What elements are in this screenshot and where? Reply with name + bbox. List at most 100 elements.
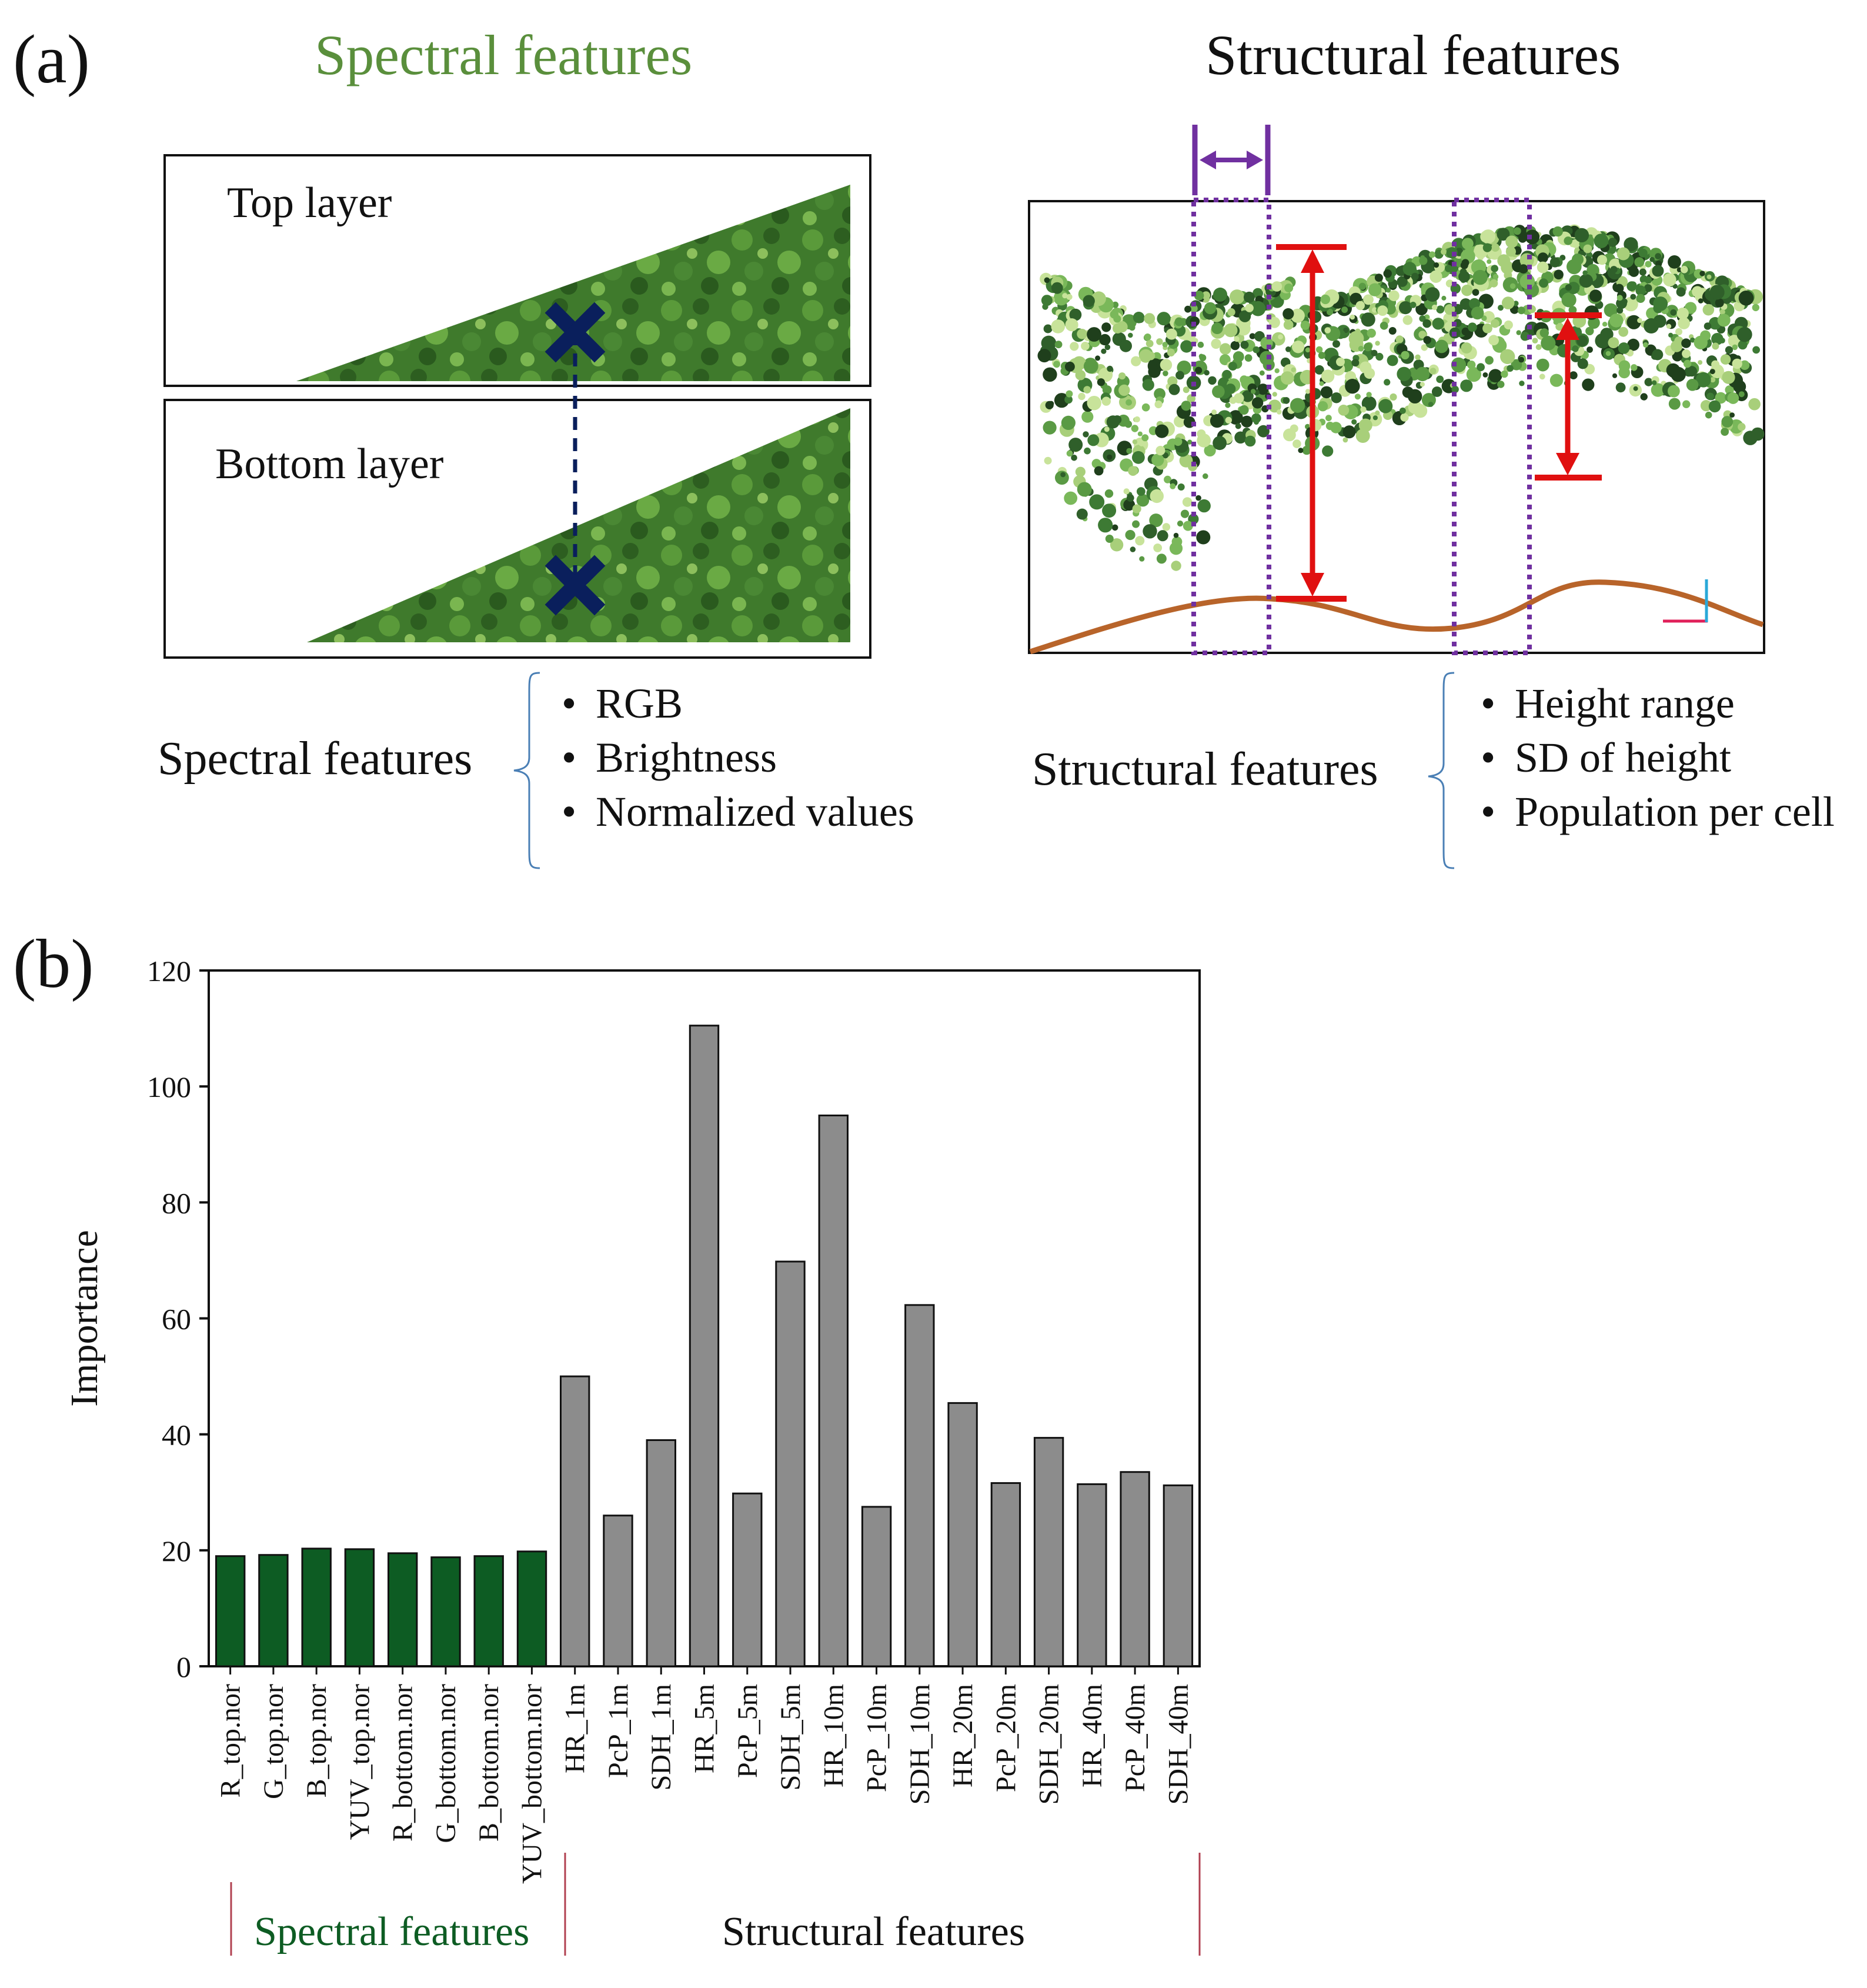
point-cloud-point [1196,530,1211,545]
point-cloud-point [1320,386,1333,399]
point-cloud-point [1083,295,1095,307]
point-cloud-point [1652,380,1657,385]
point-cloud-point [1462,238,1474,250]
point-cloud-point [1225,416,1232,424]
point-cloud-point [1608,337,1619,349]
x-tick-label: SDH_1m [646,1684,677,1790]
point-cloud-point [1597,255,1607,265]
point-cloud-point [1709,369,1715,375]
point-cloud-point [1487,259,1492,264]
point-cloud-point [1271,281,1282,292]
point-cloud-point [1142,379,1154,391]
point-cloud-point [1280,371,1294,385]
point-cloud-point [1066,450,1073,457]
point-cloud-point [1169,542,1183,555]
point-cloud-point [1670,309,1677,316]
point-cloud-point [1212,385,1225,398]
top-layer-panel: Top layer [163,154,871,387]
structural-feature-list: Height range SD of height Population per… [1481,676,1835,839]
bar-HR_1m [560,1375,590,1667]
x-tick-label: HR_40m [1077,1684,1108,1787]
point-cloud-point [1363,294,1374,305]
point-cloud-point [1509,283,1516,289]
point-cloud-point [1610,266,1618,273]
point-cloud-point [1043,324,1053,333]
point-cloud-point [1458,271,1470,283]
point-cloud-point [1639,268,1646,276]
point-cloud-point [1715,392,1727,404]
point-cloud-point [1241,415,1253,428]
point-cloud-point [1241,390,1254,402]
point-cloud-point [1387,355,1398,366]
bar-HR_10m [818,1115,849,1667]
point-cloud-point [1069,308,1082,321]
point-cloud-point [1738,340,1748,350]
point-cloud-point [1091,291,1106,306]
point-cloud-point [1141,434,1149,442]
point-cloud-point [1672,283,1678,289]
point-cloud-point [1728,335,1741,348]
point-cloud-point [1397,366,1411,382]
point-cloud-point [1430,368,1437,375]
point-cloud-point [1211,409,1217,415]
point-cloud-point [1569,371,1578,379]
point-cloud-point [1653,296,1668,311]
x-tick-label: HR_1m [560,1684,591,1773]
point-cloud-point [1554,269,1564,280]
bottom-layer-label: Bottom layer [215,440,444,488]
point-cloud-point [1321,369,1335,383]
point-cloud-point [1251,397,1264,409]
point-cloud-point [1235,423,1241,429]
point-cloud-point [1331,392,1342,403]
list-item: SD of height [1481,731,1835,785]
point-cloud-point [1637,318,1642,323]
point-cloud-point [1190,304,1198,313]
point-cloud-point [1420,382,1425,387]
point-cloud-point [1675,328,1682,335]
point-cloud-point [1268,316,1280,328]
point-cloud-point [1712,342,1719,350]
point-cloud-point [1655,253,1662,259]
point-cloud-point [1300,321,1310,330]
point-cloud-point [1129,324,1135,331]
point-cloud-point [1505,235,1518,248]
point-cloud-point [1671,366,1686,382]
point-cloud-point [1125,530,1135,541]
point-cloud-point [1627,338,1640,351]
point-cloud-point [1395,335,1404,343]
point-cloud-point [1561,292,1577,308]
point-cloud-point [1208,376,1217,385]
point-cloud-point [1305,389,1311,394]
point-cloud-point [1587,346,1593,353]
point-cloud-point [1070,342,1079,351]
point-cloud-point [1066,390,1073,398]
point-cloud-point [1681,338,1691,348]
point-cloud-point [1171,561,1181,571]
point-cloud-point [1336,357,1345,366]
point-cloud-point [1733,380,1746,393]
point-cloud-point [1177,521,1184,527]
point-cloud-point [1128,466,1138,476]
point-cloud-point [1151,453,1164,466]
point-cloud-point [1583,244,1592,253]
point-cloud-point [1071,455,1077,461]
point-cloud-point [1126,448,1133,454]
point-cloud-point [1283,428,1296,442]
bar-PcP_40m [1120,1471,1150,1667]
point-cloud-point [1668,398,1681,410]
point-cloud-point [1133,312,1145,323]
point-cloud-point [1107,454,1113,460]
point-cloud-point [1138,441,1145,446]
point-cloud-point [1451,357,1467,373]
point-cloud-point [1618,360,1631,372]
point-cloud-point [1715,298,1724,308]
point-cloud-point [1134,416,1140,423]
point-cloud-point [1738,291,1754,306]
point-cloud-point [1498,305,1504,311]
point-cloud-point [1565,284,1572,291]
point-cloud-point [1737,326,1752,342]
point-cloud-point [1292,341,1305,353]
y-tick-label: 0 [176,1650,191,1683]
point-cloud-point [1319,381,1324,386]
point-cloud-point [1227,308,1235,316]
